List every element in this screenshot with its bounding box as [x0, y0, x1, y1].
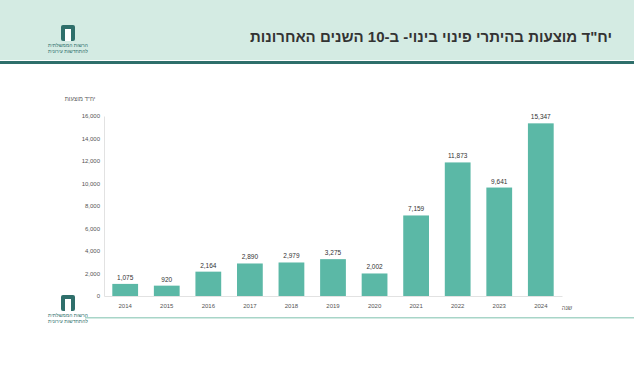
header-rule [0, 61, 634, 64]
bar [279, 262, 305, 296]
tick: 6,000 [85, 226, 104, 232]
data-label: 2,164 [200, 262, 217, 269]
tick: 2020 [368, 296, 382, 309]
logo-icon [65, 299, 71, 311]
tick: 4,000 [85, 248, 104, 254]
y-axis-title: יח"ד מוצעות [65, 96, 96, 102]
tick: 8,000 [85, 203, 104, 209]
tick: 10,000 [82, 181, 104, 187]
title: יח"ד מוצעות בהיתרי פינוי בינוי- ב-10 השנ… [250, 28, 612, 45]
tick: 2021 [409, 296, 423, 309]
tick: 2024 [534, 296, 548, 309]
data-label: 2,979 [283, 252, 300, 259]
tick-label: 2023 [493, 303, 507, 309]
axis-line [105, 296, 563, 297]
tick-label: 2021 [409, 303, 423, 309]
tick: 16,000 [82, 113, 104, 119]
logo-icon [65, 29, 71, 41]
data-label: 11,873 [448, 152, 468, 159]
tick: 2014 [119, 296, 133, 309]
tick-label: 2015 [160, 303, 174, 309]
data-label: 2,890 [242, 253, 259, 260]
tick-label: 2024 [534, 303, 548, 309]
data-label: 2,002 [366, 263, 383, 270]
bar [237, 263, 263, 296]
chart: יח"ד מוצעות בהיתרי פינוי בינוי- ב-10 השנ… [0, 0, 634, 367]
tick: 2015 [160, 296, 174, 309]
x-axis: 2014 2015 2016 2017 2018 2019 2020 2021 2022 2023… [105, 296, 563, 309]
data-label: 7,159 [408, 205, 425, 212]
data-label: 920 [161, 276, 172, 283]
bar [362, 273, 388, 296]
data-label: 3,275 [325, 249, 342, 256]
tick-label: 2016 [202, 303, 216, 309]
tick-label: 6,000 [85, 226, 101, 232]
logo-icon [61, 295, 75, 311]
tick: 14,000 [82, 136, 104, 142]
tick-label: 2022 [451, 303, 465, 309]
tick-label: 8,000 [85, 203, 101, 209]
logo-icon [61, 25, 75, 41]
bars [112, 123, 553, 296]
tick: 2019 [326, 296, 340, 309]
tick-label: 2014 [119, 303, 133, 309]
logo: הרשות הממשלתיתלהתחדשות עירונית [48, 295, 88, 324]
tick-label: 2020 [368, 303, 382, 309]
bar [320, 259, 346, 296]
tick-label: 16,000 [82, 113, 101, 119]
bar [195, 272, 221, 296]
header-band [0, 0, 634, 60]
bar [486, 188, 512, 296]
tick-label: 4,000 [85, 248, 101, 254]
bar [154, 286, 180, 296]
tick-label: 2019 [326, 303, 340, 309]
logo: הרשות הממשלתיתלהתחדשות עירונית [48, 25, 88, 54]
tick: 2018 [285, 296, 299, 309]
data-label: 1,075 [117, 274, 134, 281]
bar [403, 215, 429, 296]
logo-text: להתחדשות עירונית [48, 48, 88, 54]
tick: 2016 [202, 296, 216, 309]
y-axis: 0 2,000 4,000 6,000 8,000 10,000 12,000 14,000 1… [82, 113, 105, 299]
tick: 2023 [493, 296, 507, 309]
tick: 2017 [243, 296, 257, 309]
tick: 2,000 [85, 271, 104, 277]
tick-label: 2018 [285, 303, 299, 309]
logo-text: להתחדשות עירונית [48, 318, 88, 324]
tick: 0 [97, 293, 104, 299]
tick-label: 10,000 [82, 181, 101, 187]
tick: 12,000 [82, 158, 104, 164]
tick: 2022 [451, 296, 465, 309]
bar [445, 162, 471, 296]
tick-label: 12,000 [82, 158, 101, 164]
axis-line [104, 117, 105, 297]
tick-label: 0 [97, 293, 101, 299]
data-label: 9,641 [491, 178, 508, 185]
tick-label: 14,000 [82, 136, 101, 142]
tick-label: 2,000 [85, 271, 101, 277]
footer-rule [85, 317, 634, 319]
bar [528, 123, 554, 296]
x-axis-title: שנה [562, 305, 573, 311]
bar [112, 284, 138, 296]
data-label: 15,347 [531, 113, 551, 120]
tick-label: 2017 [243, 303, 257, 309]
data-labels: 1,075 920 2,164 2,890 2,979 3,275 2,002 7,159 11… [117, 113, 551, 282]
